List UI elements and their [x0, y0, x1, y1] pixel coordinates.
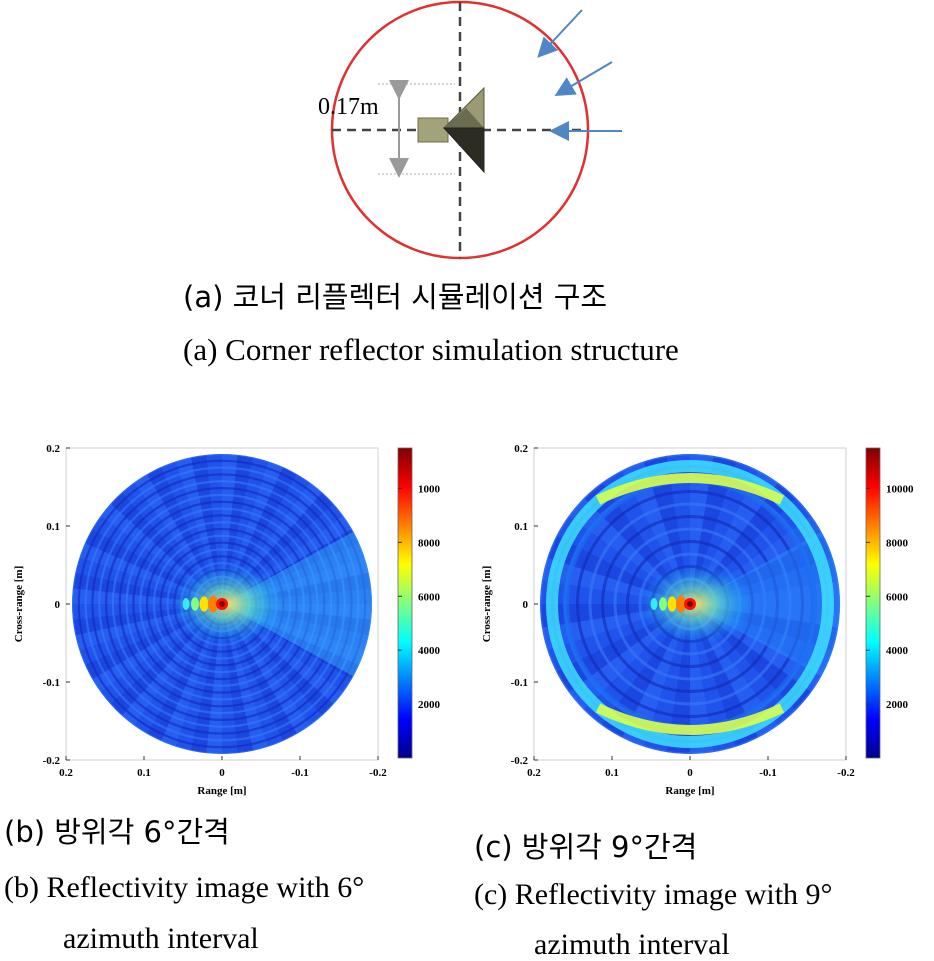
range-ring: [91, 473, 353, 735]
reflector-stem: [417, 117, 449, 143]
range-ring: [576, 490, 804, 718]
reflector-lower-face: [442, 127, 485, 174]
lower-bright-arc: [595, 703, 785, 735]
sidelobe: [182, 598, 190, 610]
caption-b-english-line2: azimuth interval: [63, 922, 259, 955]
colorbar-tick-label: 10000: [886, 483, 914, 495]
y-axis-label: Cross-range [m]: [13, 566, 25, 642]
colorbar-tick-label: 4000: [886, 645, 909, 657]
corner-reflector-diagram: 0.17m: [318, 0, 622, 260]
reflector-inner-face: [444, 108, 484, 128]
range-ring: [588, 502, 792, 706]
colorbar-tick-label: 6000: [886, 591, 909, 603]
caption-b-korean: (b) 방위각 6°간격: [4, 815, 230, 849]
sidelobe: [667, 596, 677, 612]
x-tick-label: 0.1: [605, 767, 619, 779]
colorbar-tick-label: 2000: [418, 699, 440, 711]
incident-arrow-1: [537, 9, 583, 58]
range-ring: [132, 514, 312, 694]
y-tick-label: 0.2: [46, 443, 60, 455]
y-tick-label: 0: [523, 599, 529, 611]
x-tick-label: 0: [219, 767, 225, 779]
y-tick-label: -0.2: [43, 755, 61, 767]
sidelobe: [650, 598, 658, 610]
range-ring: [77, 459, 367, 749]
y-tick-label: -0.1: [43, 677, 60, 689]
incident-arrow-2: [554, 61, 613, 97]
x-axis-label: Range [m]: [665, 785, 714, 797]
colorbar: [397, 447, 413, 759]
x-axis-label: Range [m]: [197, 785, 246, 797]
y-axis-label: Cross-range [m]: [481, 566, 493, 642]
range-ring: [613, 527, 767, 681]
caption-c-english-line1: (c) Reflectivity image with 9°: [474, 878, 833, 911]
colorbar-tick-label: 4000: [418, 645, 440, 657]
heatmap-image: [540, 454, 840, 754]
y-tick-label: 0.1: [46, 521, 60, 533]
range-ring: [139, 521, 305, 687]
range-ring: [152, 534, 292, 674]
sidelobe: [659, 597, 667, 611]
x-tick-label: 0.1: [137, 767, 151, 779]
y-tick-label: 0: [55, 599, 61, 611]
range-ring: [111, 493, 333, 715]
range-ring: [601, 515, 779, 693]
sidelobe: [199, 596, 209, 612]
range-ring: [118, 500, 326, 708]
y-tick-label: 0.2: [514, 443, 528, 455]
colorbar-tick-label: 6000: [418, 591, 440, 603]
y-tick-label: -0.2: [511, 755, 529, 767]
range-ring: [104, 486, 340, 722]
scatter-cone: [222, 531, 372, 677]
heatmap-image: [72, 454, 372, 754]
x-tick-label: 0.2: [59, 767, 73, 779]
outer-ring: [546, 460, 834, 748]
colorbar-tick-label: 10000: [418, 483, 440, 495]
colorbar-tick-label: 8000: [886, 537, 909, 549]
range-ring: [84, 466, 360, 742]
y-tick-label: -0.1: [511, 677, 528, 689]
range-ring: [125, 507, 319, 701]
caption-a-english: (a) Corner reflector simulation structur…: [183, 332, 679, 367]
x-tick-label: 0: [687, 767, 693, 779]
scatter-cone: [690, 531, 840, 677]
dimension-label: 0.17m: [318, 94, 379, 120]
sidelobe: [676, 595, 686, 613]
x-tick-label: -0.2: [837, 767, 855, 779]
colorbar-tick-label: 8000: [418, 537, 440, 549]
caption-c-korean: (c) 방위각 9°간격: [474, 830, 698, 864]
sidelobe: [191, 597, 199, 611]
range-ring: [98, 480, 346, 728]
y-tick-label: 0.1: [514, 521, 528, 533]
peak-core: [687, 601, 693, 607]
caption-b-english-line1: (b) Reflectivity image with 6°: [4, 871, 365, 904]
x-tick-label: -0.1: [759, 767, 776, 779]
x-tick-label: -0.1: [291, 767, 308, 779]
colorbar: [865, 447, 881, 759]
caption-c-english-line2: azimuth interval: [534, 928, 730, 961]
x-tick-label: 0.2: [527, 767, 541, 779]
upper-bright-arc: [595, 473, 785, 505]
x-tick-label: -0.2: [369, 767, 387, 779]
caption-a-korean: (a) 코너 리플렉터 시뮬레이션 구조: [183, 280, 608, 314]
peak-core: [219, 601, 225, 607]
range-ring: [145, 527, 299, 681]
sidelobe: [208, 595, 218, 613]
colorbar-tick-label: 2000: [886, 699, 909, 711]
